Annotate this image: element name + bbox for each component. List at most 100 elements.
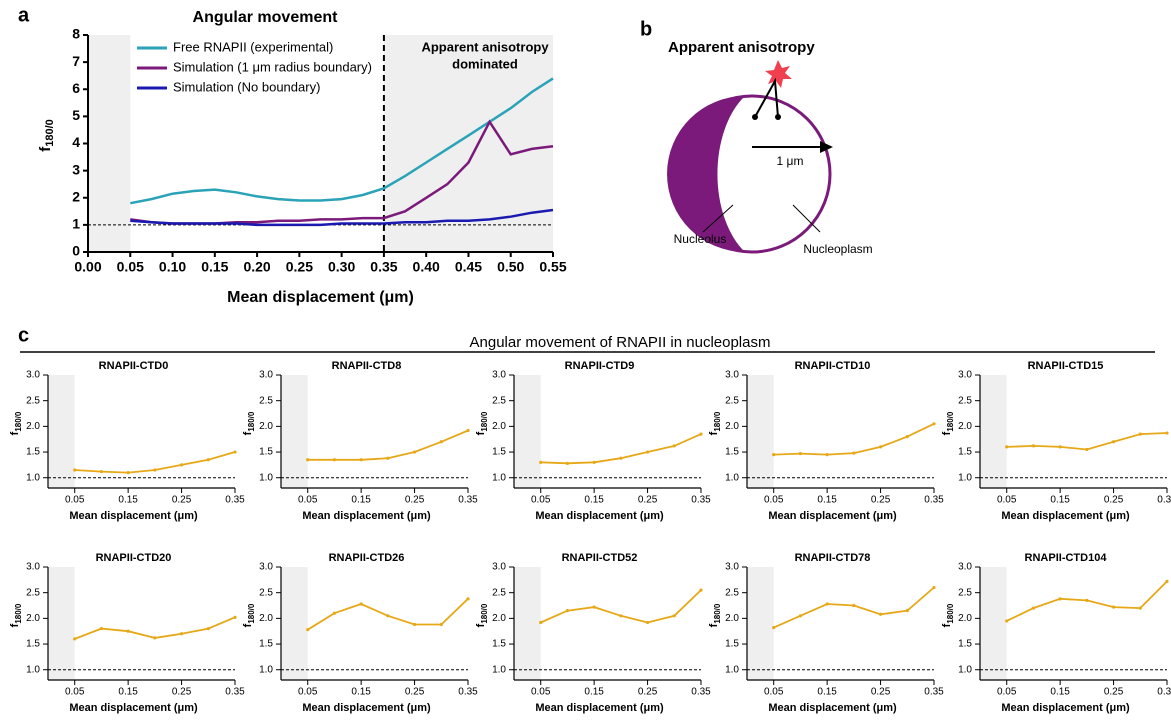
y-tick-label: 2.5 — [958, 587, 972, 598]
x-axis-label: Mean displacement (μm) — [768, 510, 897, 522]
point — [566, 462, 569, 465]
y-tick-label: 3.0 — [958, 562, 972, 573]
point — [1005, 619, 1008, 622]
y-tick-label: 7 — [72, 53, 80, 69]
x-tick-label: 0.05 — [298, 687, 318, 698]
x-tick-label: 0.50 — [497, 259, 524, 275]
series-line — [774, 424, 934, 455]
y-tick-label: 2.5 — [26, 395, 40, 406]
y-tick-label: 8 — [72, 26, 80, 42]
y-tick-label: 1.0 — [958, 472, 972, 483]
y-tick-label: 3.0 — [26, 562, 40, 573]
point — [333, 458, 336, 461]
point — [799, 614, 802, 617]
x-tick-label: 0.25 — [172, 495, 192, 506]
y-label-sub: 180/0 — [44, 119, 56, 147]
x-tick-label: 0.05 — [997, 687, 1017, 698]
point — [306, 628, 309, 631]
series-line — [774, 588, 934, 628]
series-line — [1007, 433, 1167, 450]
x-tick-label: 0.35 — [691, 687, 711, 698]
chart-title: Angular movement — [193, 9, 339, 26]
point — [1139, 606, 1142, 609]
y-tick-label: 2.0 — [259, 613, 273, 624]
point — [1139, 432, 1142, 435]
point — [852, 451, 855, 454]
y-tick-label: 2.5 — [958, 395, 972, 406]
panel-label: c — [18, 324, 29, 346]
point — [1059, 597, 1062, 600]
point — [932, 422, 935, 425]
y-tick-label: 1.0 — [725, 472, 739, 483]
x-tick-label: 0.25 — [638, 687, 658, 698]
x-axis-label: Mean displacement (μm) — [302, 510, 431, 522]
y-tick-label: 3.0 — [26, 370, 40, 381]
y-tick-label: 5 — [72, 107, 80, 123]
point — [207, 627, 210, 630]
point — [619, 614, 622, 617]
point — [207, 458, 210, 461]
x-tick-label: 0.05 — [298, 495, 318, 506]
y-axis-label: f180/0 — [242, 411, 256, 435]
x-tick-label: 0.35 — [225, 687, 245, 698]
y-axis-label: f180/0 — [242, 603, 256, 627]
shaded-region — [48, 567, 75, 680]
y-tick-label: 1.0 — [492, 664, 506, 675]
point — [772, 453, 775, 456]
y-tick-label: 2.5 — [492, 395, 506, 406]
y-tick-label: 1.5 — [492, 639, 506, 650]
point — [539, 621, 542, 624]
shaded-region — [88, 35, 130, 252]
panel-label: a — [18, 4, 30, 26]
x-axis-label: Mean displacement (μm) — [535, 702, 664, 714]
x-tick-label: 0.35 — [458, 495, 478, 506]
y-tick-label: 1.0 — [259, 664, 273, 675]
x-tick-label: 0.15 — [201, 259, 228, 275]
point — [413, 450, 416, 453]
y-axis-label: f180/0 — [475, 603, 489, 627]
x-tick-label: 0.25 — [638, 495, 658, 506]
chart-title: RNAPII-CTD52 — [562, 552, 638, 564]
y-tick-label: 2.0 — [26, 613, 40, 624]
x-tick-label: 0.15 — [584, 495, 604, 506]
y-tick-label: 2.0 — [26, 421, 40, 432]
nucleolus-label: Nucleolus — [674, 232, 727, 246]
x-tick-label: 0.35 — [924, 687, 944, 698]
x-tick-label: 0.05 — [65, 495, 85, 506]
x-tick-label: 0.30 — [328, 259, 355, 275]
x-tick-label: 0.25 — [1104, 687, 1124, 698]
point — [386, 614, 389, 617]
chart-title: RNAPII-CTD9 — [565, 360, 635, 372]
point — [826, 453, 829, 456]
x-tick-label: 0.35 — [225, 495, 245, 506]
y-tick-label: 2.5 — [725, 587, 739, 598]
point — [646, 450, 649, 453]
y-label-sub: 180/0 — [247, 411, 256, 432]
y-tick-label: 1.0 — [492, 472, 506, 483]
point — [1032, 606, 1035, 609]
x-tick-label: 0.05 — [764, 687, 784, 698]
point — [1085, 599, 1088, 602]
point — [673, 444, 676, 447]
x-tick-label: 0.35 — [924, 495, 944, 506]
panel-label: b — [640, 18, 652, 40]
x-tick-label: 0.15 — [817, 687, 837, 698]
x-axis-label: Mean displacement (μm) — [535, 510, 664, 522]
series-line — [541, 590, 701, 622]
x-tick-label: 0.05 — [531, 687, 551, 698]
point — [127, 471, 130, 474]
x-axis-label: Mean displacement (μm) — [1001, 510, 1130, 522]
scale-label: 1 μm — [777, 154, 804, 168]
y-tick-label: 1.5 — [725, 447, 739, 458]
y-label-sub: 180/0 — [946, 603, 955, 624]
point — [180, 632, 183, 635]
x-axis-label: Mean displacement (μm) — [302, 702, 431, 714]
point — [1085, 448, 1088, 451]
y-tick-label: 1.0 — [259, 472, 273, 483]
point — [73, 468, 76, 471]
y-axis-label: f180/0 — [9, 411, 23, 435]
chart-title: RNAPII-CTD104 — [1025, 552, 1108, 564]
y-label-sub: 180/0 — [946, 411, 955, 432]
shaded-region — [980, 375, 1007, 488]
y-tick-label: 3.0 — [958, 370, 972, 381]
